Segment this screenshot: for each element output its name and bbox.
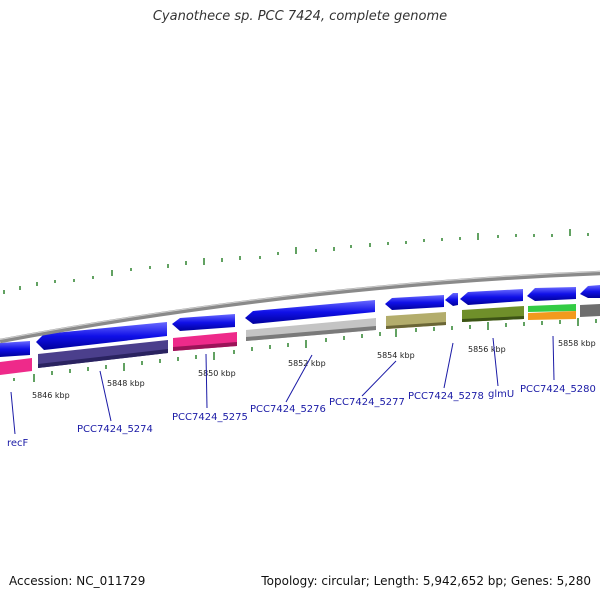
cds-arrow (445, 293, 458, 306)
map-title: Cyanothece sp. PCC 7424, complete genome (152, 9, 448, 24)
gc-track (3, 229, 589, 294)
genome-summary: Topology: circular; Length: 5,942,652 bp… (261, 574, 591, 588)
gene-label-pcc7424-5277[interactable]: PCC7424_5277 (329, 397, 405, 408)
feature-green (528, 304, 576, 312)
gene-label-pcc7424-5280[interactable]: PCC7424_5280 (520, 384, 596, 395)
kbp-label: 5846 kbp (32, 391, 70, 400)
gene-label-pcc7424-5278[interactable]: PCC7424_5278 (408, 391, 484, 402)
forward-strand (0, 285, 600, 357)
cds-arrow (460, 289, 523, 305)
kbp-label: 5854 kbp (377, 351, 415, 360)
scale-ticks (13, 318, 597, 382)
gene-label-glmu[interactable]: glmU (488, 389, 514, 400)
feature-track (0, 304, 600, 375)
cds-arrow (36, 322, 167, 350)
gene-labels: recF PCC7424_5274 PCC7424_5275 PCC7424_5… (7, 384, 596, 449)
kbp-label: 5848 kbp (107, 379, 145, 388)
feature-orange (528, 311, 576, 320)
gene-label-pcc7424-5276[interactable]: PCC7424_5276 (250, 404, 326, 415)
gene-label-pcc7424-5275[interactable]: PCC7424_5275 (172, 412, 248, 423)
cds-arrow (385, 295, 444, 310)
cds-arrow (0, 341, 30, 357)
cds-arrow (580, 285, 600, 298)
kbp-label: 5850 kbp (198, 369, 236, 378)
kbp-label: 5858 kbp (558, 339, 596, 348)
cds-arrow (527, 287, 576, 301)
cds-arrow (172, 314, 235, 331)
gene-label-pcc7424-5274[interactable]: PCC7424_5274 (77, 424, 153, 435)
feature-pink (0, 358, 32, 375)
kbp-label: 5856 kbp (468, 345, 506, 354)
cds-arrow (245, 300, 375, 324)
feature-darkgrey (580, 304, 600, 317)
gene-label-recf[interactable]: recF (7, 438, 29, 449)
genome-backbone (0, 270, 600, 344)
accession-label: Accession: NC_011729 (9, 574, 146, 588)
gene-leaders (10, 335, 555, 435)
